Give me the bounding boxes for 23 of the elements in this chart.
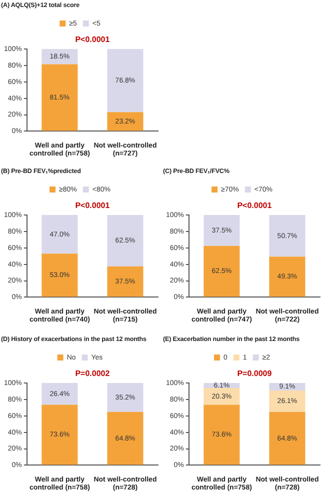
bar bbox=[42, 383, 78, 405]
bar bbox=[107, 112, 144, 131]
bar bbox=[269, 256, 306, 297]
text: P<0.0001 bbox=[237, 201, 272, 210]
bar bbox=[42, 215, 78, 254]
bar bbox=[42, 404, 78, 465]
bar bbox=[204, 215, 240, 246]
bar bbox=[204, 246, 240, 297]
bar bbox=[42, 254, 78, 297]
bar bbox=[269, 412, 306, 465]
bar bbox=[107, 215, 144, 266]
bar bbox=[269, 390, 306, 412]
text: P=0.0009 bbox=[237, 369, 272, 378]
text: P<0.0001 bbox=[75, 35, 110, 44]
text: P=0.0002 bbox=[75, 369, 110, 378]
text: P<0.0001 bbox=[75, 201, 110, 210]
bar bbox=[107, 412, 144, 465]
bar bbox=[107, 49, 144, 112]
bar bbox=[107, 383, 144, 412]
bar bbox=[107, 266, 144, 297]
bar bbox=[269, 215, 306, 257]
bar bbox=[42, 64, 78, 131]
bar bbox=[204, 404, 240, 465]
